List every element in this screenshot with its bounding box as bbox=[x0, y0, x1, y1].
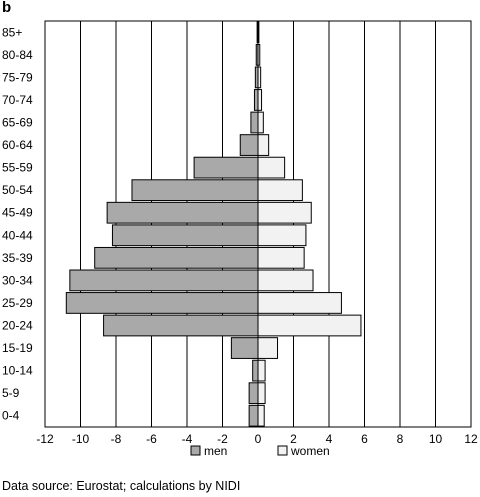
bar-women-25-29 bbox=[257, 292, 342, 314]
x-tick-label: 8 bbox=[397, 432, 404, 446]
bar-men-70-74 bbox=[253, 89, 259, 111]
bar-men-0-4 bbox=[248, 404, 259, 427]
gridlines bbox=[80, 21, 436, 427]
x-tick-label: 12 bbox=[464, 432, 478, 446]
x-tick-label: 4 bbox=[326, 432, 333, 446]
bars bbox=[65, 21, 362, 427]
x-tick-label: -12 bbox=[36, 432, 54, 446]
x-tick-label: -10 bbox=[72, 432, 90, 446]
bar-women-40-44 bbox=[257, 224, 307, 247]
legend-swatch-women bbox=[277, 445, 288, 456]
bar-women-30-34 bbox=[257, 269, 314, 292]
age-group-label: 15-19 bbox=[2, 341, 33, 355]
bar-men-25-29 bbox=[65, 292, 259, 314]
age-group-label: 0-4 bbox=[2, 409, 20, 423]
bar-men-55-59 bbox=[193, 156, 259, 179]
bar-men-20-24 bbox=[103, 314, 259, 337]
source-note: Data source: Eurostat; calculations by N… bbox=[2, 479, 241, 493]
bar-men-30-34 bbox=[69, 269, 259, 292]
bar-women-35-39 bbox=[257, 246, 305, 269]
bar-men-45-49 bbox=[106, 201, 259, 224]
bar-women-55-59 bbox=[257, 156, 286, 179]
age-group-label: 25-29 bbox=[2, 296, 33, 310]
population-pyramid-chart: 0-45-910-1415-1920-2425-2930-3435-3940-4… bbox=[2, 20, 478, 458]
x-tick-label: 2 bbox=[290, 432, 297, 446]
bar-women-10-14 bbox=[257, 359, 266, 382]
bar-men-5-9 bbox=[248, 382, 259, 405]
bar-women-80-84 bbox=[257, 43, 261, 66]
x-tick-label: 6 bbox=[361, 432, 368, 446]
bar-women-50-54 bbox=[257, 179, 303, 202]
x-tick-label: 10 bbox=[429, 432, 443, 446]
bar-men-65-69 bbox=[250, 111, 259, 134]
x-tick-label: -2 bbox=[217, 432, 228, 446]
legend: men women bbox=[190, 444, 330, 458]
x-axis-tick-labels: -12 -10 -8 -6 -4 -2 0 2 4 6 8 10 12 bbox=[36, 432, 478, 446]
bar-women-75-79 bbox=[257, 66, 262, 89]
bar-men-50-54 bbox=[131, 179, 259, 202]
bar-women-45-49 bbox=[257, 201, 312, 224]
age-group-label: 55-59 bbox=[2, 161, 33, 175]
bar-men-15-19 bbox=[230, 337, 259, 359]
age-group-label: 30-34 bbox=[2, 273, 33, 287]
bar-women-5-9 bbox=[257, 382, 266, 405]
bar-men-40-44 bbox=[111, 224, 259, 247]
age-group-label: 5-9 bbox=[2, 386, 20, 400]
age-group-label: 50-54 bbox=[2, 183, 33, 197]
age-group-labels: 0-4 5-9 10-14 15-19 20-24 25-29 30-34 35-39 40-4… bbox=[2, 25, 33, 422]
bar-women-65-69 bbox=[257, 111, 264, 134]
x-tick-label: 0 bbox=[255, 432, 262, 446]
bar-men-60-64 bbox=[239, 134, 259, 156]
x-tick-label: -4 bbox=[182, 432, 193, 446]
bar-men-35-39 bbox=[94, 246, 259, 269]
x-tick-label: -8 bbox=[111, 432, 122, 446]
bar-women-0-4 bbox=[257, 404, 265, 427]
age-group-label: 35-39 bbox=[2, 251, 33, 265]
legend-swatch-men bbox=[190, 445, 201, 456]
age-group-label: 20-24 bbox=[2, 319, 33, 333]
bar-women-85+ bbox=[257, 21, 260, 44]
age-group-label: 60-64 bbox=[2, 138, 33, 152]
age-group-label: 10-14 bbox=[2, 364, 33, 378]
panel-letter: b bbox=[2, 0, 12, 16]
x-tick-label: -6 bbox=[146, 432, 157, 446]
age-group-label: 75-79 bbox=[2, 70, 33, 84]
age-group-label: 70-74 bbox=[2, 93, 33, 107]
bar-women-60-64 bbox=[257, 134, 270, 156]
plot-frame bbox=[44, 20, 472, 428]
age-group-label: 80-84 bbox=[2, 48, 33, 62]
age-group-label: 45-49 bbox=[2, 206, 33, 220]
age-group-label: 65-69 bbox=[2, 116, 33, 130]
legend-label-women: women bbox=[290, 444, 330, 458]
bar-women-15-19 bbox=[257, 337, 279, 359]
bar-women-70-74 bbox=[257, 89, 263, 111]
age-group-label: 40-44 bbox=[2, 228, 33, 242]
bar-women-20-24 bbox=[257, 314, 362, 337]
age-group-label: 85+ bbox=[2, 25, 22, 39]
legend-label-men: men bbox=[204, 444, 227, 458]
bar-men-10-14 bbox=[252, 359, 259, 382]
